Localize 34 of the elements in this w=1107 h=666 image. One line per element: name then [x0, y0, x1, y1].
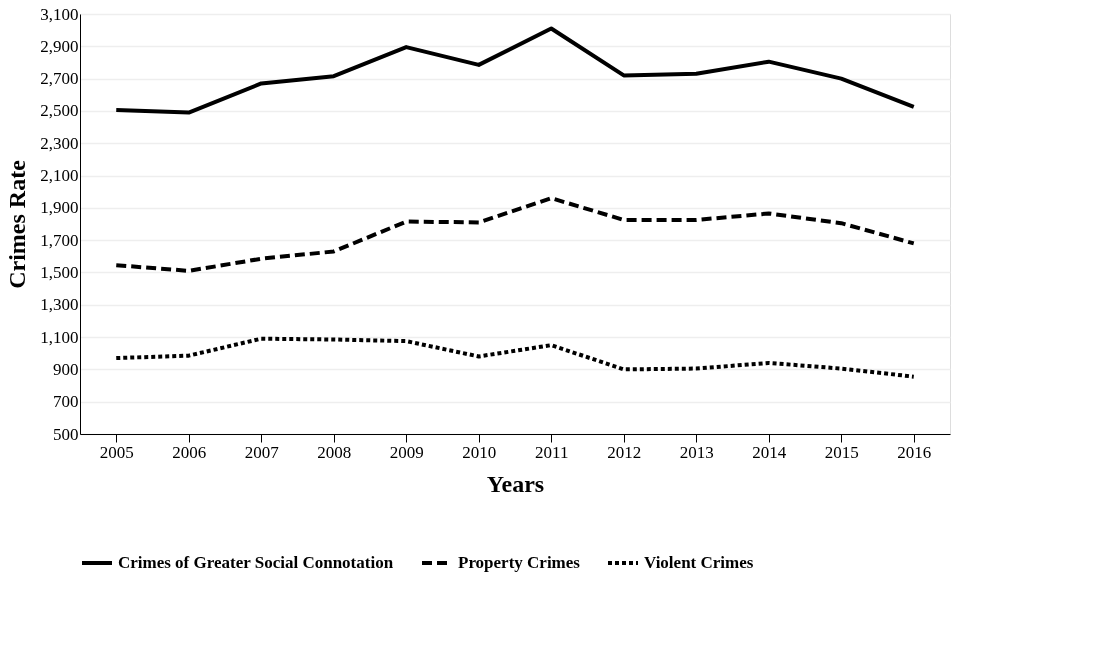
y-tick-label: 1,100: [40, 327, 79, 347]
x-tick-label: 2014: [752, 442, 787, 462]
line-series: [114, 336, 916, 379]
y-tick-label: 2,500: [40, 101, 79, 121]
x-tick-label: 2006: [172, 442, 207, 462]
x-tick-label: 2010: [462, 442, 497, 462]
line-series: [114, 26, 916, 115]
y-tick-label: 2,900: [40, 36, 79, 56]
legend-label: Property Crimes: [458, 553, 581, 572]
y-tick-label: 2,100: [40, 166, 79, 186]
x-tick-label: 2009: [389, 442, 424, 462]
x-tick-label: 2008: [317, 442, 352, 462]
y-tick-label: 900: [53, 359, 79, 379]
x-tick-label: 2013: [679, 442, 714, 462]
y-tick-label: 1,900: [40, 198, 79, 218]
y-tick-label: 1,300: [40, 295, 79, 315]
y-tick-label: 700: [53, 392, 79, 412]
x-axis-title: Years: [486, 470, 545, 497]
x-tick-label: 2015: [824, 442, 859, 462]
x-tick-label: 2016: [897, 442, 932, 462]
y-tick-label: 1,500: [40, 262, 79, 282]
y-axis-title: Crimes Rate: [4, 159, 31, 289]
x-tick-label: 2005: [99, 442, 134, 462]
x-tick-label: 2011: [535, 442, 569, 462]
x-tick-label: 2012: [607, 442, 642, 462]
y-tick-label: 2,700: [40, 69, 79, 89]
x-tick-label: 2007: [244, 442, 280, 462]
y-tick-label: 1,700: [40, 230, 79, 250]
legend-label: Violent Crimes: [644, 553, 754, 572]
y-tick-label: 500: [53, 424, 79, 444]
line-series: [114, 196, 916, 273]
y-tick-label: 2,300: [40, 133, 79, 153]
legend-label: Crimes of Greater Social Connotation: [118, 553, 394, 572]
y-tick-label: 3,100: [40, 4, 79, 24]
